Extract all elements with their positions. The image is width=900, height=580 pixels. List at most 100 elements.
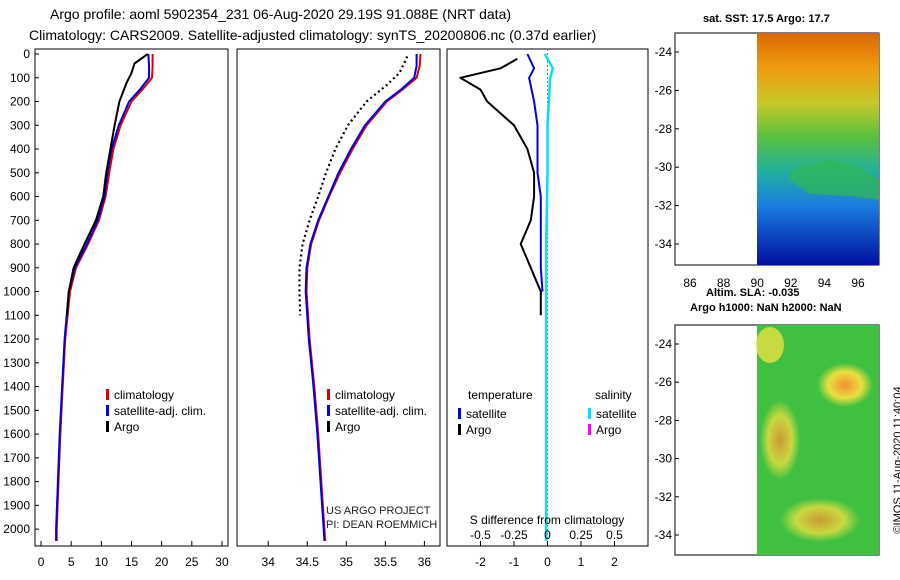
header-title-line-1: Argo profile: aoml 5902354_231 06-Aug-20… bbox=[50, 6, 512, 22]
depth-tick-label: 900 bbox=[10, 261, 30, 275]
salinity-panel-frame bbox=[236, 48, 441, 547]
difference-t-tick-label: -1 bbox=[509, 555, 520, 569]
depth-tick-label: 1400 bbox=[3, 380, 30, 394]
depth-tick-label: 500 bbox=[10, 166, 30, 180]
depth-tick-label: 1800 bbox=[3, 475, 30, 489]
difference-line-temperature-argo bbox=[459, 57, 542, 316]
difference-legend-salinity-title: salinity bbox=[595, 388, 632, 402]
sst-warm-patch bbox=[790, 160, 879, 200]
depth-tick-label: 1300 bbox=[3, 356, 30, 370]
temperature-x-tick-label: 10 bbox=[95, 555, 109, 569]
sla-high-patch-3 bbox=[780, 498, 860, 542]
salinity-x-tick-label: 34.5 bbox=[296, 555, 320, 569]
sla-lat-tick-label: -26 bbox=[655, 375, 673, 389]
depth-tick-label: 1900 bbox=[3, 498, 30, 512]
difference-legend-swatch bbox=[458, 424, 461, 435]
salinity-legend-label: satellite-adj. clim. bbox=[335, 404, 427, 418]
temperature-x-tick-label: 30 bbox=[215, 555, 229, 569]
difference-legend-label: satellite bbox=[466, 407, 507, 421]
temperature-line-satellite-adj-clim- bbox=[55, 53, 150, 541]
temperature-legend-swatch bbox=[106, 421, 109, 432]
salinity-line-satellite-adj-clim- bbox=[304, 54, 418, 542]
difference-legend-label: satellite bbox=[596, 407, 637, 421]
difference-t-tick-label: 0 bbox=[544, 555, 551, 569]
salinity-x-tick-label: 36 bbox=[418, 555, 432, 569]
sla-map-title-line-2: Argo h1000: NaN h2000: NaN bbox=[690, 302, 842, 314]
depth-tick-label: 1700 bbox=[3, 451, 30, 465]
project-credit-1: US ARGO PROJECT bbox=[326, 505, 431, 517]
temperature-legend-label: climatology bbox=[114, 388, 174, 402]
difference-legend-temperature-title: temperature bbox=[468, 388, 533, 402]
sst-lat-tick-label: -34 bbox=[655, 237, 673, 251]
sst-lon-tick-label: 88 bbox=[717, 276, 731, 290]
depth-tick-label: 2000 bbox=[3, 522, 30, 536]
difference-t-tick-label: -2 bbox=[475, 555, 486, 569]
depth-tick-label: 1100 bbox=[4, 308, 30, 322]
salinity-x-tick-label: 34 bbox=[262, 555, 276, 569]
sst-lon-tick-label: 86 bbox=[683, 276, 697, 290]
difference-s-tick-label: 0 bbox=[544, 528, 551, 542]
difference-legend-swatch bbox=[588, 424, 591, 435]
sst-lat-tick-label: -24 bbox=[655, 45, 673, 59]
difference-legend-label: Argo bbox=[466, 423, 492, 437]
sla-map bbox=[674, 324, 880, 556]
sst-lat-tick-label: -26 bbox=[655, 83, 673, 97]
sla-lat-tick-label: -24 bbox=[655, 337, 673, 351]
sla-lat-tick-label: -30 bbox=[655, 452, 673, 466]
depth-tick-label: 700 bbox=[10, 213, 30, 227]
temperature-legend-swatch bbox=[106, 389, 109, 400]
depth-tick-label: 600 bbox=[10, 190, 30, 204]
temperature-legend-swatch bbox=[106, 405, 109, 416]
depth-tick-label: 1200 bbox=[3, 332, 30, 346]
temperature-panel-frame bbox=[34, 48, 229, 547]
temperature-legend-label: Argo bbox=[114, 420, 140, 434]
difference-legend-swatch bbox=[458, 408, 461, 419]
sst-lon-tick-label: 90 bbox=[751, 276, 765, 290]
difference-line-temperature-satellite bbox=[526, 53, 544, 292]
sla-lat-tick-label: -32 bbox=[655, 490, 673, 504]
sst-lat-tick-label: -32 bbox=[655, 199, 673, 213]
difference-t-tick-label: 1 bbox=[578, 555, 585, 569]
temperature-line-argo bbox=[66, 53, 149, 316]
salinity-legend-label: Argo bbox=[335, 420, 361, 434]
salinity-legend-swatch bbox=[327, 421, 330, 432]
difference-s-tick-label: -0.25 bbox=[500, 528, 528, 542]
difference-t-tick-label: 2 bbox=[611, 555, 618, 569]
temperature-legend-label: satellite-adj. clim. bbox=[114, 404, 206, 418]
sla-lat-tick-label: -34 bbox=[655, 528, 673, 542]
difference-panel-title: S difference from climatology bbox=[470, 513, 625, 527]
depth-tick-label: 1000 bbox=[3, 285, 30, 299]
sla-lat-tick-label: -28 bbox=[655, 413, 673, 427]
difference-legend-label: Argo bbox=[596, 423, 622, 437]
header-title-line-2: Climatology: CARS2009. Satellite-adjuste… bbox=[29, 27, 597, 43]
sst-lon-tick-label: 94 bbox=[818, 276, 832, 290]
credit-stamp: ©IMOS 11-Aug-2020 11:40:04 bbox=[892, 386, 900, 534]
depth-tick-label: 800 bbox=[10, 237, 30, 251]
project-credit-2: PI: DEAN ROEMMICH bbox=[326, 519, 438, 531]
depth-tick-label: 200 bbox=[10, 95, 30, 109]
depth-tick-label: 400 bbox=[10, 142, 30, 156]
temperature-x-tick-label: 0 bbox=[38, 555, 45, 569]
difference-s-tick-label: 0.5 bbox=[606, 528, 623, 542]
salinity-legend-swatch bbox=[327, 389, 330, 400]
salinity-legend-swatch bbox=[327, 405, 330, 416]
sst-map bbox=[674, 32, 880, 266]
depth-tick-label: 1500 bbox=[3, 403, 30, 417]
sst-lon-tick-label: 92 bbox=[784, 276, 798, 290]
temperature-x-tick-label: 5 bbox=[68, 555, 75, 569]
sla-map-title-line-1: Altim. SLA: -0.035 bbox=[706, 287, 800, 299]
depth-tick-label: 100 bbox=[10, 71, 30, 85]
temperature-x-tick-label: 15 bbox=[125, 555, 139, 569]
sst-lon-tick-label: 96 bbox=[851, 276, 865, 290]
difference-s-tick-label: 0.25 bbox=[569, 528, 593, 542]
salinity-x-tick-label: 35 bbox=[340, 555, 354, 569]
temperature-x-tick-label: 25 bbox=[185, 555, 199, 569]
depth-tick-label: 0 bbox=[23, 47, 30, 61]
sla-high-patch-1 bbox=[817, 363, 873, 407]
salinity-line-argo bbox=[298, 55, 409, 316]
sla-high-patch-2 bbox=[760, 400, 800, 480]
difference-line-salinity-satellite bbox=[543, 53, 555, 541]
sst-field bbox=[757, 33, 879, 265]
sst-lat-tick-label: -30 bbox=[655, 160, 673, 174]
